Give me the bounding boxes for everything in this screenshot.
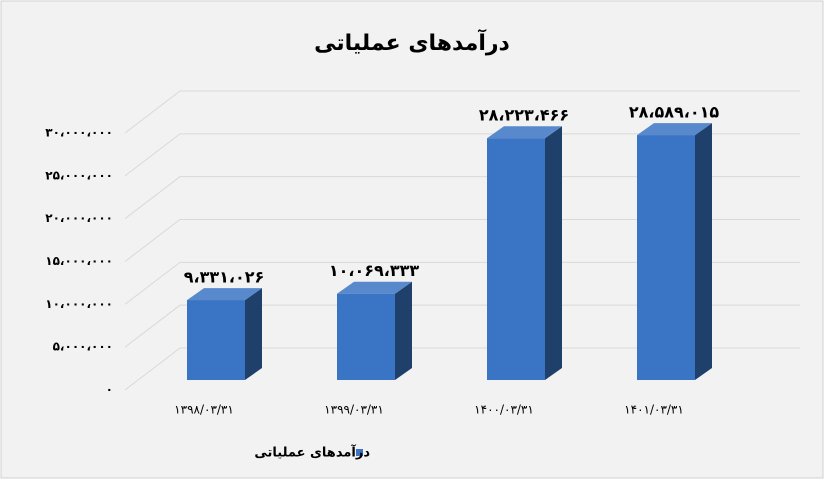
bar [187,288,262,380]
bar-top [337,281,412,294]
y-tick-label: ۳۰،۰۰۰،۰۰۰ [45,126,113,140]
x-tick-label: ۱۳۹۹/۰۳/۳۱ [324,403,384,417]
chart-title: درآمدهای عملیاتی [314,28,510,56]
bar-top [187,288,262,301]
grid-line [124,219,800,262]
bar-side [245,288,262,380]
value-label: ۲۸،۵۸۹،۰۱۵ [629,103,720,122]
grid-line [124,304,800,348]
grid-line [124,261,800,305]
y-tick-label: ۰ [106,383,113,397]
y-tick-label: ۲۰،۰۰۰،۰۰۰ [45,211,113,225]
bar-side [695,123,712,381]
bar-top [487,126,562,139]
legend-label: درآمدهای عملیاتی [254,444,370,461]
bar-top [637,123,712,136]
y-tick-label: ۱۵،۰۰۰،۰۰۰ [45,254,113,268]
value-label: ۱۰،۰۶۹،۳۳۳ [329,261,420,280]
bar [487,126,562,381]
x-tick-label: ۱۴۰۱/۰۳/۳۱ [624,403,684,417]
grid-line [124,347,800,391]
y-tick-label: ۱۰،۰۰۰،۰۰۰ [45,297,113,311]
bar-front [637,135,695,380]
y-tick-label: ۵،۰۰۰،۰۰۰ [53,340,113,354]
bar [337,281,412,380]
bar-front [187,300,245,380]
grid-line [124,176,800,220]
x-tick-label: ۱۳۹۸/۰۳/۳۱ [174,403,234,417]
value-label: ۲۸،۲۲۳،۴۶۶ [479,106,569,125]
bar [637,123,712,381]
bar-side [395,281,412,380]
bar-side [545,126,562,381]
legend-marker [356,449,363,456]
x-tick-label: ۱۴۰۰/۰۳/۳۱ [474,403,534,417]
y-tick-label: ۲۵،۰۰۰،۰۰۰ [45,168,113,182]
grid-line [124,133,800,177]
grid-line [124,90,800,134]
value-label: ۹،۳۳۱،۰۲۶ [184,268,265,287]
bar-front [487,138,545,380]
bar-front [337,293,395,380]
